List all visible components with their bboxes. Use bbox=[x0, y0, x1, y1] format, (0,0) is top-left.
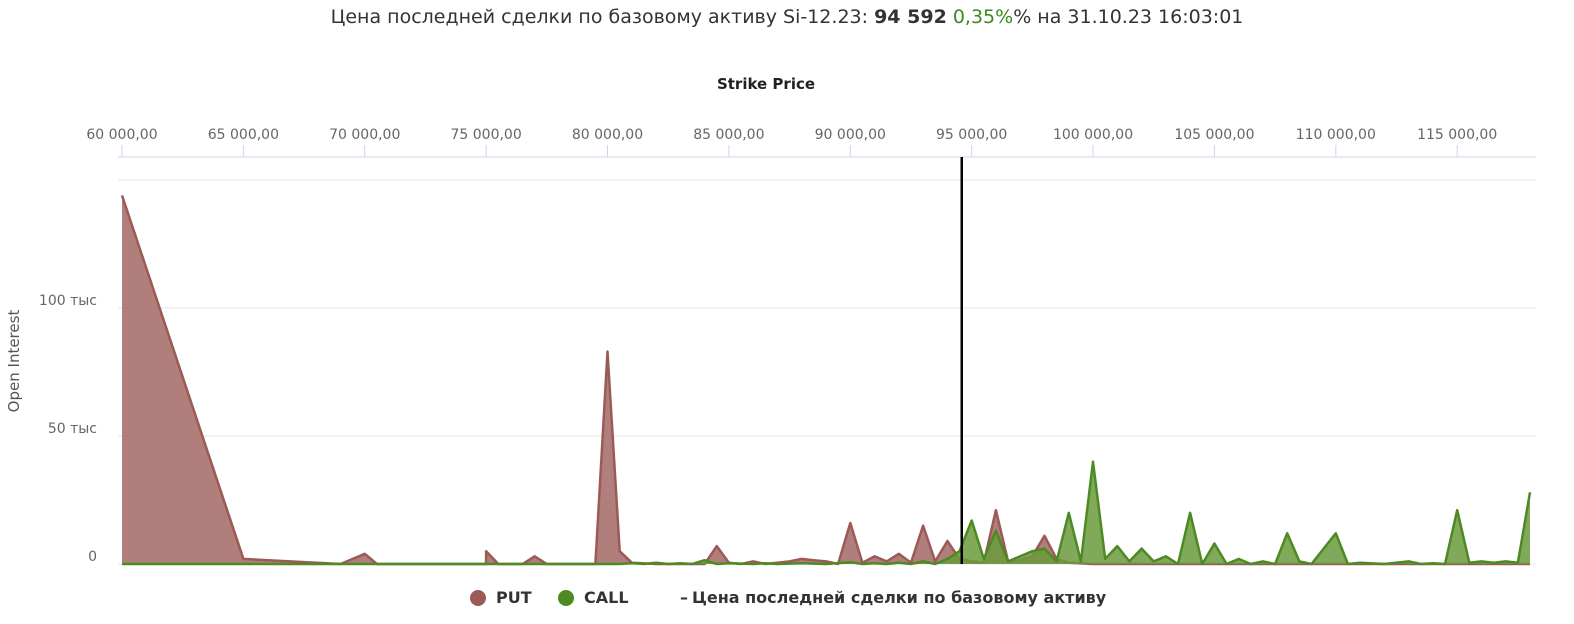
legend-put-dot bbox=[470, 589, 486, 606]
x-tick-label: 70 000,00 bbox=[329, 127, 400, 143]
header-price: 94 592 bbox=[874, 6, 947, 28]
x-tick-label: 60 000,00 bbox=[86, 127, 157, 143]
x-tick-label: 85 000,00 bbox=[693, 127, 764, 143]
header-prefix: Цена последней сделки по базовому активу… bbox=[330, 6, 869, 28]
header-suffix: % на 31.10.23 16:03:01 bbox=[1013, 6, 1244, 28]
series-layer bbox=[120, 195, 1532, 566]
series-line-call bbox=[122, 460, 1532, 566]
x-tick-label: 110 000,00 bbox=[1296, 127, 1376, 143]
legend-item-reference[interactable]: – Цена последней сделки по базовому акти… bbox=[680, 588, 1106, 607]
y-tick-label: 100 тыс bbox=[39, 293, 97, 309]
y-tick-label: 0 bbox=[88, 549, 97, 565]
y-axis-title: Open Interest bbox=[5, 310, 23, 413]
x-tick-label: 80 000,00 bbox=[572, 127, 643, 143]
legend-item-put[interactable]: PUT bbox=[470, 588, 532, 607]
x-tick-label: 75 000,00 bbox=[451, 127, 522, 143]
chart-header: Цена последней сделки по базовому активу… bbox=[0, 6, 1574, 28]
x-tick-label: 90 000,00 bbox=[815, 127, 886, 143]
x-tick-label: 115 000,00 bbox=[1417, 127, 1497, 143]
x-tick-label: 65 000,00 bbox=[208, 127, 279, 143]
legend-reference-label: Цена последней сделки по базовому активу bbox=[692, 588, 1107, 607]
legend-call-dot bbox=[558, 589, 574, 606]
x-tick-label: 105 000,00 bbox=[1174, 127, 1254, 143]
x-tick-label: 100 000,00 bbox=[1053, 127, 1133, 143]
x-tick-label: 95 000,00 bbox=[936, 127, 1007, 143]
legend-call-label: CALL bbox=[584, 588, 629, 607]
grid-lines bbox=[118, 179, 1536, 565]
header-change: 0,35% bbox=[952, 6, 1014, 28]
series-line-put bbox=[120, 195, 1530, 566]
y-tick-label: 50 тыс bbox=[48, 421, 97, 437]
series-area-call bbox=[122, 461, 1530, 564]
legend-reference-dash: – bbox=[680, 588, 688, 607]
open-interest-chart[interactable]: 60 000,00 65 000,00 70 000,00 75 000,00 80 0… bbox=[0, 0, 1574, 580]
axis-layer: 60 000,00 65 000,00 70 000,00 75 000,00 80 0… bbox=[5, 75, 1536, 565]
legend: PUT CALL – Цена последней сделки по базо… bbox=[0, 588, 1574, 612]
series-area-put bbox=[122, 195, 1530, 564]
legend-put-label: PUT bbox=[496, 588, 532, 607]
legend-item-call[interactable]: CALL bbox=[558, 588, 629, 607]
x-axis-title: Strike Price bbox=[717, 75, 815, 93]
